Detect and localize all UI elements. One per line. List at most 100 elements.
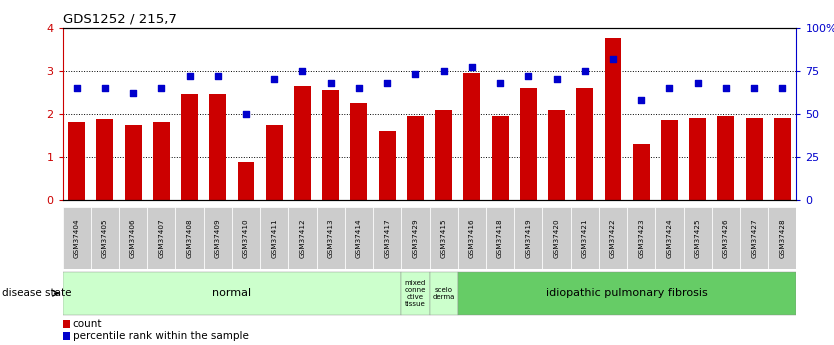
Bar [656, 207, 684, 269]
Bar [401, 272, 430, 315]
Text: GSM37405: GSM37405 [102, 218, 108, 258]
Bar [203, 207, 232, 269]
Bar [63, 320, 70, 328]
Point [409, 71, 422, 77]
Bar [148, 207, 175, 269]
Bar [63, 272, 401, 315]
Bar [768, 207, 796, 269]
Text: GSM37424: GSM37424 [666, 218, 672, 258]
Text: GSM37421: GSM37421 [582, 218, 588, 258]
Bar [266, 125, 283, 200]
Bar [91, 207, 119, 269]
Bar [63, 332, 70, 340]
Bar [430, 207, 458, 269]
Text: GSM37410: GSM37410 [243, 218, 249, 258]
Point [606, 56, 620, 61]
Text: GSM37428: GSM37428 [779, 218, 786, 258]
Text: GSM37427: GSM37427 [751, 218, 757, 258]
Bar [209, 95, 226, 200]
Point [98, 85, 112, 91]
Point [719, 85, 732, 91]
Bar [232, 207, 260, 269]
Bar [740, 207, 768, 269]
Bar [548, 110, 565, 200]
Point [127, 90, 140, 96]
Point [776, 85, 789, 91]
Bar [458, 272, 796, 315]
Text: mixed
conne
ctive
tissue: mixed conne ctive tissue [404, 280, 426, 307]
Point [154, 85, 168, 91]
Point [268, 77, 281, 82]
Point [465, 65, 479, 70]
Text: GSM37409: GSM37409 [215, 218, 221, 258]
Bar [344, 207, 373, 269]
Bar [486, 207, 515, 269]
Bar [464, 73, 480, 200]
Point [211, 73, 224, 79]
Point [691, 80, 705, 86]
Bar [153, 122, 170, 200]
Text: GSM37413: GSM37413 [328, 218, 334, 258]
Point [437, 68, 450, 73]
Text: GDS1252 / 215,7: GDS1252 / 215,7 [63, 12, 177, 25]
Point [635, 97, 648, 103]
Bar [774, 118, 791, 200]
Bar [711, 207, 740, 269]
Bar [435, 110, 452, 200]
Point [521, 73, 535, 79]
Point [380, 80, 394, 86]
Text: GSM37404: GSM37404 [73, 218, 80, 258]
Bar [605, 38, 621, 200]
Bar [119, 207, 148, 269]
Text: idiopathic pulmonary fibrosis: idiopathic pulmonary fibrosis [546, 288, 708, 298]
Point [494, 80, 507, 86]
Point [324, 80, 338, 86]
Bar [63, 207, 91, 269]
Bar [576, 88, 593, 200]
Point [70, 85, 83, 91]
Text: scelo
derma: scelo derma [433, 287, 455, 300]
Bar [717, 116, 735, 200]
Bar [260, 207, 289, 269]
Text: GSM37408: GSM37408 [187, 218, 193, 258]
Point [550, 77, 563, 82]
Text: GSM37425: GSM37425 [695, 218, 701, 258]
Text: percentile rank within the sample: percentile rank within the sample [73, 331, 249, 341]
Text: GSM37406: GSM37406 [130, 218, 136, 258]
Text: GSM37429: GSM37429 [412, 218, 419, 258]
Text: normal: normal [213, 288, 252, 298]
Bar [627, 207, 656, 269]
Bar [124, 125, 142, 200]
Text: disease state: disease state [2, 288, 71, 298]
Text: GSM37412: GSM37412 [299, 218, 305, 258]
Bar [68, 122, 85, 200]
Point [352, 85, 365, 91]
Bar [175, 207, 203, 269]
Bar [633, 144, 650, 200]
Bar [458, 207, 486, 269]
Text: GSM37423: GSM37423 [638, 218, 644, 258]
Bar [350, 103, 368, 200]
Text: count: count [73, 319, 103, 329]
Bar [684, 207, 711, 269]
Bar [689, 118, 706, 200]
Text: GSM37418: GSM37418 [497, 218, 503, 258]
Bar [373, 207, 401, 269]
Bar [322, 90, 339, 200]
Bar [407, 116, 424, 200]
Text: GSM37407: GSM37407 [158, 218, 164, 258]
Point [296, 68, 309, 73]
Bar [542, 207, 570, 269]
Point [663, 85, 676, 91]
Bar [570, 207, 599, 269]
Text: GSM37422: GSM37422 [610, 218, 616, 258]
Text: GSM37419: GSM37419 [525, 218, 531, 258]
Bar [491, 116, 509, 200]
Text: GSM37417: GSM37417 [384, 218, 390, 258]
Bar [520, 88, 537, 200]
Text: GSM37426: GSM37426 [723, 218, 729, 258]
Bar [661, 120, 678, 200]
Bar [430, 272, 458, 315]
Text: GSM37414: GSM37414 [356, 218, 362, 258]
Bar [379, 131, 395, 200]
